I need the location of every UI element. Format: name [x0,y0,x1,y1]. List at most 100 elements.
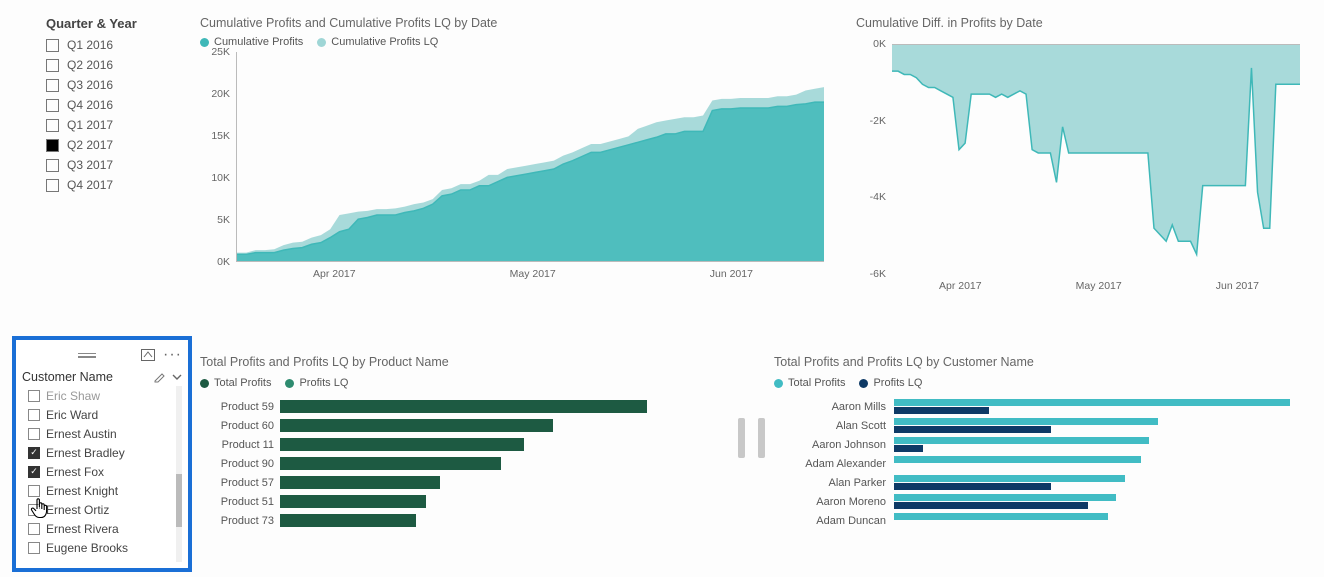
legend-dot-icon [859,379,868,388]
customer-slicer-item[interactable]: Ernest Bradley [22,443,182,462]
customer-slicer-item[interactable]: Ernest Ortiz [22,500,182,519]
checkbox-icon[interactable] [46,139,59,152]
slicer-item-label: Q3 2016 [67,78,113,92]
slicer-item-label: Eugene Brooks [46,541,128,555]
legend-label: Total Profits [214,377,271,389]
checkbox-icon[interactable] [28,485,40,497]
x-tick-label: Jun 2017 [1216,280,1259,292]
checkbox-icon[interactable] [46,79,59,92]
checkbox-icon[interactable] [46,59,59,72]
quarter-slicer-item[interactable]: Q1 2016 [46,35,176,55]
chevron-down-icon[interactable] [172,372,182,382]
bar-label: Product 90 [200,458,280,470]
quarter-slicer-item[interactable]: Q1 2017 [46,115,176,135]
checkbox-icon[interactable] [28,447,40,459]
checkbox-icon[interactable] [28,409,40,421]
bar-row[interactable]: Product 57 [200,473,750,492]
legend-item[interactable]: Profits LQ [859,377,922,389]
legend-dot-icon [774,379,783,388]
slicer-item-label: Q4 2017 [67,178,113,192]
bar-row[interactable]: Product 60 [200,416,750,435]
legend-dot-icon [200,38,209,47]
bar-track [280,438,750,451]
bar-label: Adam Alexander [774,458,894,470]
bar-fill [280,419,553,432]
legend-item[interactable]: Cumulative Profits LQ [317,36,438,48]
bar-profits-lq [894,502,1088,509]
slicer-item-label: Q2 2016 [67,58,113,72]
customer-slicer-item[interactable]: Eric Shaw [22,386,182,405]
clear-selections-icon[interactable] [152,371,166,383]
customer-slicer-item[interactable]: Eugene Brooks [22,538,182,557]
x-tick-label: Apr 2017 [939,280,982,292]
quarter-slicer-item[interactable]: Q3 2016 [46,75,176,95]
customer-name-slicer[interactable]: ··· Customer Name Eric ShawEric WardErne… [12,336,192,572]
bar-row[interactable]: Aaron Johnson [774,435,1306,454]
customer-slicer-item[interactable]: Eric Ward [22,405,182,424]
scrollbar[interactable] [738,418,745,458]
quarter-slicer-item[interactable]: Q2 2017 [46,135,176,155]
bar-fill [280,476,440,489]
legend-item[interactable]: Total Profits [774,377,845,389]
drag-handle-icon[interactable] [78,353,96,358]
bar-row[interactable]: Product 11 [200,435,750,454]
checkbox-icon[interactable] [28,504,40,516]
bar-track [280,419,750,432]
quarter-slicer-item[interactable]: Q4 2017 [46,175,176,195]
bar-row[interactable]: Alan Parker [774,473,1306,492]
bar-row[interactable]: Product 59 [200,397,750,416]
customer-slicer-item[interactable]: Ernest Fox [22,462,182,481]
slicer-item-label: Eric Ward [46,408,98,422]
bar-row[interactable]: Aaron Moreno [774,492,1306,511]
checkbox-icon[interactable] [28,390,40,402]
slicer-item-label: Ernest Knight [46,484,118,498]
bar-row[interactable]: Product 90 [200,454,750,473]
chart-title: Total Profits and Profits LQ by Product … [200,355,750,369]
focus-mode-icon[interactable] [141,349,155,361]
bar-row[interactable]: Alan Scott [774,416,1306,435]
profits-by-product-visual: Total Profits and Profits LQ by Product … [200,355,750,573]
y-axis: 0K-2K-4K-6K [856,44,890,274]
legend-item[interactable]: Total Profits [200,377,271,389]
legend-item[interactable]: Profits LQ [285,377,348,389]
checkbox-icon[interactable] [28,466,40,478]
customer-slicer-item[interactable]: Ernest Austin [22,424,182,443]
bar-track [894,399,1306,414]
checkbox-icon[interactable] [28,523,40,535]
checkbox-icon[interactable] [28,428,40,440]
quarter-slicer-item[interactable]: Q4 2016 [46,95,176,115]
visual-header: ··· [22,346,182,364]
chart3-legend: Total Profits Profits LQ [200,377,750,389]
quarter-year-title: Quarter & Year [46,16,176,31]
y-tick-label: 5K [217,214,230,226]
quarter-slicer-item[interactable]: Q2 2016 [46,55,176,75]
bar-profits-lq [894,483,1051,490]
checkbox-icon[interactable] [46,39,59,52]
chart-title: Cumulative Profits and Cumulative Profit… [200,16,830,30]
checkbox-icon[interactable] [46,179,59,192]
bar-row[interactable]: Product 51 [200,492,750,511]
scrollbar[interactable] [176,386,182,562]
customer-slicer-item[interactable]: Ernest Knight [22,481,182,500]
bar-row[interactable]: Adam Alexander [774,454,1306,473]
bar-track [894,494,1306,509]
more-options-icon[interactable]: ··· [163,350,182,360]
checkbox-icon[interactable] [46,159,59,172]
bar-track [280,457,750,470]
slicer-item-label: Ernest Bradley [46,446,125,460]
scrollbar[interactable] [758,418,765,458]
customer-slicer-item[interactable]: Ernest Rivera [22,519,182,538]
bar-total-profits [894,456,1141,463]
area-plot [236,52,824,262]
slicer-item-label: Ernest Austin [46,427,117,441]
scrollbar-thumb[interactable] [176,474,182,527]
checkbox-icon[interactable] [46,99,59,112]
bar-label: Aaron Moreno [774,496,894,508]
quarter-slicer-item[interactable]: Q3 2017 [46,155,176,175]
bar-row[interactable]: Product 73 [200,511,750,530]
bar-row[interactable]: Aaron Mills [774,397,1306,416]
bar-row[interactable]: Adam Duncan [774,511,1306,530]
bar-track [280,495,750,508]
checkbox-icon[interactable] [46,119,59,132]
checkbox-icon[interactable] [28,542,40,554]
